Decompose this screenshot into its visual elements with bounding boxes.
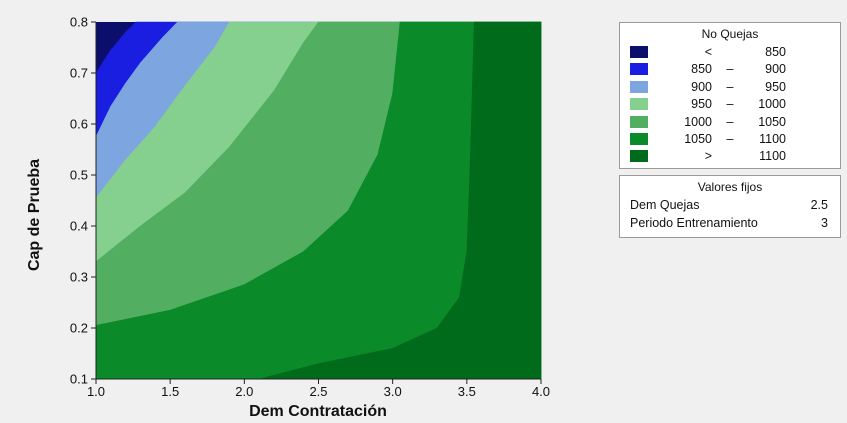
- legend-range-dash: –: [726, 114, 734, 129]
- x-axis-ticks: 1.0 1.5 2.0 2.5 3.0 3.5 4.0: [87, 379, 550, 399]
- legend-item: 1050– 1100: [620, 131, 840, 148]
- fixed-value-number: 3: [821, 216, 828, 230]
- x-tick-label: 3.0: [384, 384, 402, 399]
- y-tick-label: 0.1: [70, 372, 88, 387]
- y-tick-label: 0.4: [70, 219, 88, 234]
- x-tick-label: 1.5: [161, 384, 179, 399]
- y-tick-label: 0.3: [70, 270, 88, 285]
- legend-item: >1100: [620, 148, 840, 165]
- legend-range-dash: –: [726, 62, 734, 77]
- legend-item: 900– 950: [620, 79, 840, 96]
- x-tick-label: 3.5: [458, 384, 476, 399]
- y-tick-label: 0.5: [70, 168, 88, 183]
- legend-range-low: <: [704, 45, 712, 59]
- legend-item: 950– 1000: [620, 96, 840, 113]
- legend-range-low: 900: [691, 79, 712, 94]
- legend-item: 1000– 1050: [620, 114, 840, 131]
- legend-range-low: 850: [691, 62, 712, 77]
- legend-range-dash: –: [726, 97, 734, 112]
- legend-range-high: 900: [765, 62, 786, 77]
- x-tick-label: 4.0: [532, 384, 550, 399]
- legend-swatch: [630, 80, 648, 93]
- legend-range-high: 1100: [759, 149, 786, 164]
- y-axis-title: Cap de Prueba: [26, 159, 43, 271]
- legend-range-low: 950: [691, 97, 712, 112]
- y-tick-label: 0.7: [70, 66, 88, 81]
- legend-range-low: 1000: [684, 114, 712, 129]
- fixed-value-row: Dem Quejas 2.5: [630, 198, 828, 212]
- legend-range-low: >: [704, 149, 712, 164]
- legend-swatch: [630, 46, 648, 58]
- legend-swatch: [630, 98, 648, 111]
- y-axis-ticks: 0.1 0.2 0.3 0.4 0.5 0.6 0.7 0.8: [70, 15, 96, 387]
- fixed-value-label: Periodo Entrenamiento: [630, 216, 758, 230]
- y-tick-label: 0.2: [70, 321, 88, 336]
- legend-range-dash: –: [726, 132, 734, 146]
- x-tick-label: 1.0: [87, 384, 105, 399]
- legend-item: <850: [620, 44, 840, 61]
- legend-range-dash: –: [726, 79, 734, 94]
- contour-legend: No Quejas <850 850–900 900–950 950–1000 1000…: [619, 22, 841, 169]
- x-tick-label: 2.0: [235, 384, 253, 399]
- legend-item: 850– 900: [620, 61, 840, 78]
- legend-range-high: 850: [765, 45, 786, 59]
- legend-range-high: 950: [765, 79, 786, 94]
- contour-region-6: [258, 21, 542, 380]
- legend-range-low: 1050: [684, 132, 712, 146]
- fixed-values-title: Valores fijos: [697, 180, 763, 194]
- legend-swatch: [630, 133, 648, 145]
- y-tick-label: 0.6: [70, 117, 88, 132]
- legend-range-high: 1100: [759, 132, 786, 146]
- fixed-value-number: 2.5: [810, 198, 828, 212]
- legend-title: No Quejas: [701, 27, 759, 41]
- legend-swatch: [630, 63, 648, 76]
- legend-range-high: 1000: [758, 97, 786, 112]
- x-axis-title: Dem Contratación: [249, 403, 387, 420]
- legend-swatch: [630, 115, 648, 128]
- fixed-values-legend: Valores fijos Dem Quejas 2.5 Periodo Entre…: [619, 175, 841, 238]
- legend-swatch: [630, 150, 648, 163]
- fixed-value-label: Dem Quejas: [630, 198, 700, 212]
- legend-range-high: 1050: [758, 114, 786, 129]
- x-tick-label: 2.5: [309, 384, 327, 399]
- plot-area: [95, 21, 542, 380]
- fixed-value-row: Periodo Entrenamiento 3: [630, 216, 828, 230]
- y-tick-label: 0.8: [70, 15, 88, 30]
